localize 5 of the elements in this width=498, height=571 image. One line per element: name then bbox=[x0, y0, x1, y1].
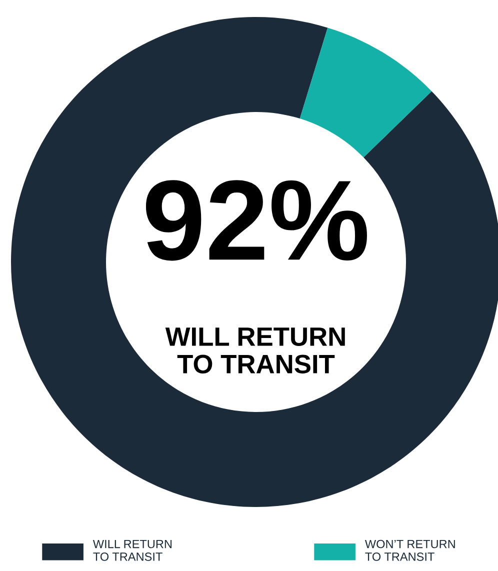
legend-label: WILL RETURN TO TRANSIT bbox=[92, 540, 172, 561]
text: 92% bbox=[146, 180, 367, 261]
legend-label: WON’T RETURN TO TRANSIT bbox=[364, 540, 455, 561]
text: WILL RETURN TO TRANSIT bbox=[165, 328, 345, 374]
donut-slice bbox=[300, 28, 432, 158]
